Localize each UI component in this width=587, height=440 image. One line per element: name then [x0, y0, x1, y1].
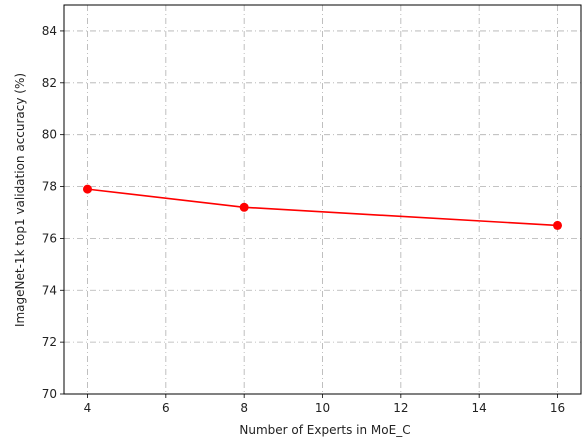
y-axis-ticks: 70 72 74 76 78 80 82 84 — [42, 24, 64, 401]
x-tick-label: 4 — [84, 401, 92, 415]
x-tick-label: 16 — [550, 401, 565, 415]
data-point — [83, 184, 92, 194]
x-axis-ticks: 4 6 8 10 12 14 16 — [84, 394, 565, 415]
data-point — [553, 220, 562, 230]
y-tick-label: 82 — [42, 76, 57, 90]
y-tick-label: 74 — [42, 283, 57, 297]
x-tick-label: 12 — [393, 401, 408, 415]
x-tick-label: 6 — [162, 401, 170, 415]
y-tick-label: 80 — [42, 128, 57, 142]
x-tick-label: 14 — [472, 401, 487, 415]
y-tick-label: 84 — [42, 24, 57, 38]
x-axis-label: Number of Experts in MoE_C — [239, 423, 410, 437]
data-point — [239, 202, 249, 212]
series-layer — [83, 184, 562, 230]
y-tick-label: 72 — [42, 335, 57, 349]
y-tick-label: 78 — [42, 180, 57, 194]
y-axis-label: ImageNet-1k top1 validation accuracy (%) — [13, 73, 27, 327]
y-tick-label: 70 — [42, 387, 57, 401]
x-tick-label: 8 — [240, 401, 248, 415]
x-tick-label: 10 — [315, 401, 330, 415]
y-tick-label: 76 — [42, 231, 57, 245]
